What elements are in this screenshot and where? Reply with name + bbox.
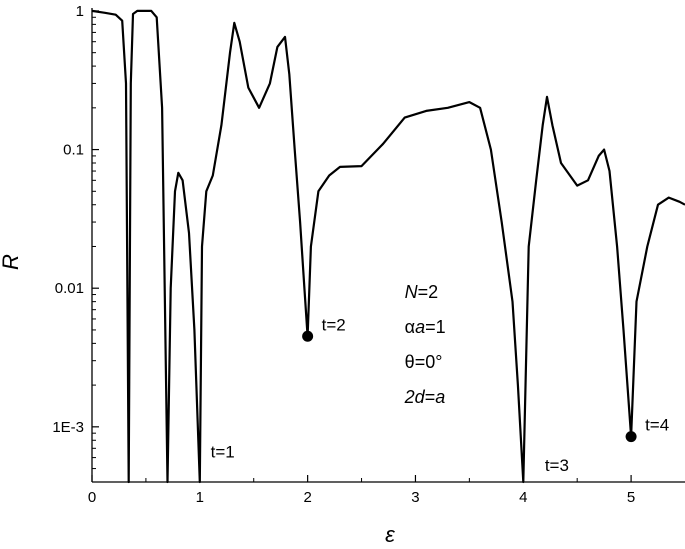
x-tick-label: 3 — [411, 489, 419, 506]
plot-frame: 0 1 2 3 4 5 1 0.1 0.01 1E-3 — [52, 3, 685, 506]
marker-label: t=4 — [645, 416, 669, 435]
data-marker — [302, 330, 314, 342]
annotation-label: t=3 — [545, 456, 569, 475]
y-tick-label: 1 — [76, 3, 84, 20]
y-tick-label: 1E-3 — [52, 419, 84, 436]
y-tick-label: 0.1 — [63, 142, 84, 159]
annotation-label: t=1 — [211, 443, 235, 462]
parameter-label: θ=0° — [405, 352, 443, 372]
parameter-label: 2d=a — [404, 387, 446, 407]
marker-layer: t=2 t=4 — [302, 315, 669, 443]
annotation-layer: t=1 t=3 N=2 αa=1 θ=0° 2d=a — [211, 282, 569, 475]
x-tick-label: 0 — [88, 489, 96, 506]
x-tick-label: 2 — [303, 489, 311, 506]
x-tick-label: 1 — [196, 489, 204, 506]
x-tick-label: 4 — [519, 489, 527, 506]
x-tick-label: 5 — [627, 489, 635, 506]
y-tick-label: 0.01 — [55, 280, 84, 297]
x-axis-label: ε — [385, 522, 395, 547]
y-axis-label: R — [0, 254, 23, 270]
parameter-label: N=2 — [405, 282, 439, 302]
curve-layer — [91, 9, 685, 484]
marker-label: t=2 — [322, 315, 346, 334]
reflectance-curve — [91, 9, 685, 484]
data-marker — [625, 431, 637, 443]
parameter-label: αa=1 — [405, 317, 446, 337]
